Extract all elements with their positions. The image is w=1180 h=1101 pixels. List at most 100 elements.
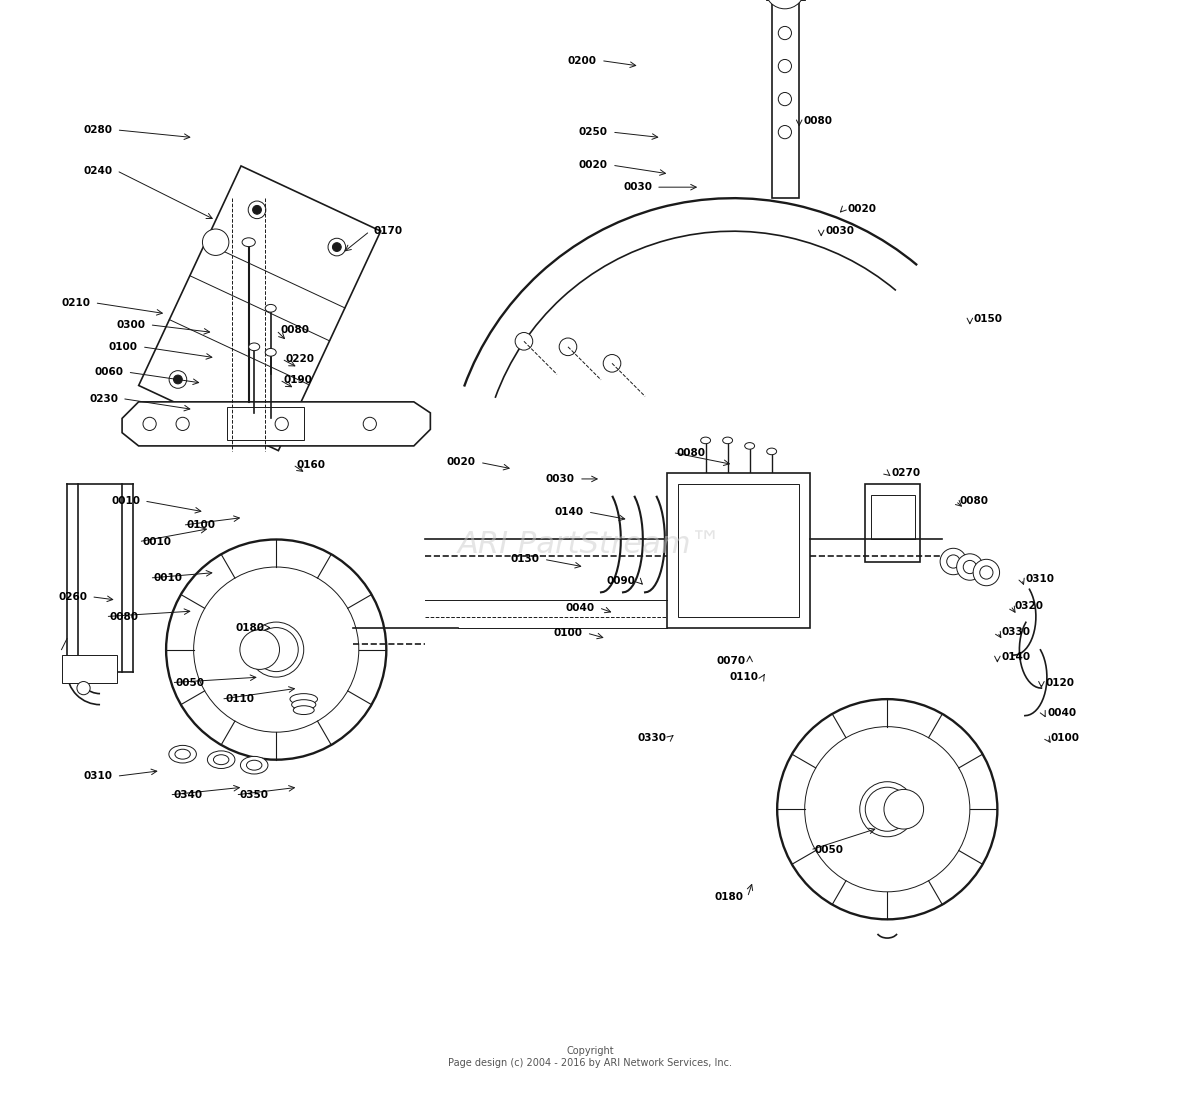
Circle shape	[778, 699, 997, 919]
Ellipse shape	[169, 745, 196, 763]
Text: 0170: 0170	[374, 226, 402, 237]
Text: 0270: 0270	[891, 468, 920, 479]
Circle shape	[603, 355, 621, 372]
Ellipse shape	[865, 787, 910, 831]
Circle shape	[765, 0, 805, 9]
Circle shape	[166, 539, 386, 760]
Polygon shape	[139, 166, 381, 450]
Circle shape	[328, 238, 346, 255]
Ellipse shape	[745, 443, 754, 449]
Circle shape	[860, 782, 915, 837]
Ellipse shape	[247, 760, 262, 771]
Text: 0080: 0080	[280, 325, 309, 336]
Text: 0210: 0210	[61, 297, 91, 308]
Bar	[667, 473, 811, 628]
Text: 0030: 0030	[825, 226, 854, 237]
Text: 0080: 0080	[959, 495, 989, 506]
Text: 0080: 0080	[676, 447, 706, 458]
Circle shape	[333, 242, 341, 251]
Ellipse shape	[767, 448, 776, 455]
Circle shape	[249, 407, 267, 425]
Ellipse shape	[241, 756, 268, 774]
Circle shape	[559, 338, 577, 356]
Circle shape	[880, 803, 894, 816]
Ellipse shape	[291, 700, 316, 710]
Text: 0060: 0060	[94, 367, 124, 378]
Circle shape	[143, 417, 156, 430]
Text: 0310: 0310	[1025, 574, 1055, 585]
Text: 0300: 0300	[117, 319, 145, 330]
Text: 0030: 0030	[623, 182, 653, 193]
Text: 0010: 0010	[153, 573, 183, 584]
Text: 0100: 0100	[553, 628, 583, 639]
Circle shape	[963, 560, 977, 574]
Text: 0280: 0280	[84, 124, 112, 135]
Circle shape	[974, 559, 999, 586]
Circle shape	[884, 789, 924, 829]
Text: 0200: 0200	[568, 55, 597, 66]
Circle shape	[779, 0, 792, 7]
Circle shape	[516, 333, 532, 350]
Text: 0350: 0350	[240, 789, 269, 800]
Text: 0050: 0050	[176, 677, 204, 688]
Circle shape	[805, 727, 970, 892]
Ellipse shape	[266, 348, 276, 357]
Text: 0330: 0330	[1002, 626, 1030, 637]
Ellipse shape	[208, 751, 235, 768]
Ellipse shape	[214, 755, 229, 764]
Text: 0130: 0130	[511, 554, 539, 565]
Text: 0340: 0340	[173, 789, 203, 800]
Text: 0050: 0050	[814, 844, 844, 855]
Circle shape	[254, 412, 262, 421]
Text: 0230: 0230	[88, 393, 118, 404]
Circle shape	[979, 566, 992, 579]
Text: 0310: 0310	[84, 771, 112, 782]
Circle shape	[269, 643, 283, 656]
Circle shape	[248, 201, 266, 219]
Text: 0020: 0020	[579, 160, 608, 171]
Text: 0030: 0030	[546, 473, 575, 484]
Ellipse shape	[175, 749, 190, 760]
Text: 0040: 0040	[1048, 708, 1076, 719]
Circle shape	[169, 371, 186, 389]
Text: 0100: 0100	[186, 520, 216, 531]
Text: 0040: 0040	[565, 602, 595, 613]
Text: 0010: 0010	[143, 536, 171, 547]
Text: 0320: 0320	[1015, 600, 1043, 611]
Text: 0140: 0140	[555, 506, 584, 517]
Text: 0250: 0250	[579, 127, 608, 138]
Bar	[871, 495, 915, 539]
Circle shape	[275, 417, 288, 430]
Circle shape	[249, 622, 303, 677]
Polygon shape	[865, 484, 920, 562]
Text: 0120: 0120	[1045, 677, 1075, 688]
Text: 0140: 0140	[1002, 652, 1030, 663]
Text: 0020: 0020	[847, 204, 877, 215]
Text: 0240: 0240	[84, 165, 112, 176]
Ellipse shape	[249, 342, 260, 350]
Text: 0110: 0110	[225, 694, 254, 705]
Ellipse shape	[722, 437, 733, 444]
Text: 0090: 0090	[607, 576, 635, 587]
Text: 0330: 0330	[637, 732, 667, 743]
Text: 0010: 0010	[111, 495, 140, 506]
Circle shape	[173, 375, 183, 384]
Text: 0100: 0100	[1051, 732, 1080, 743]
Circle shape	[363, 417, 376, 430]
Circle shape	[77, 682, 90, 695]
Text: 0100: 0100	[109, 341, 138, 352]
Bar	[678, 484, 799, 617]
Text: Copyright
Page design (c) 2004 - 2016 by ARI Network Services, Inc.: Copyright Page design (c) 2004 - 2016 by…	[448, 1046, 732, 1068]
Text: 0180: 0180	[714, 892, 743, 903]
Text: 0150: 0150	[974, 314, 1003, 325]
Circle shape	[203, 229, 229, 255]
Circle shape	[253, 206, 262, 215]
Text: 0190: 0190	[283, 374, 313, 385]
Text: ARI PartStream™: ARI PartStream™	[458, 531, 722, 559]
Circle shape	[194, 567, 359, 732]
Ellipse shape	[701, 437, 710, 444]
Ellipse shape	[266, 304, 276, 313]
Circle shape	[779, 59, 792, 73]
Ellipse shape	[294, 706, 314, 715]
Text: 0160: 0160	[296, 459, 326, 470]
